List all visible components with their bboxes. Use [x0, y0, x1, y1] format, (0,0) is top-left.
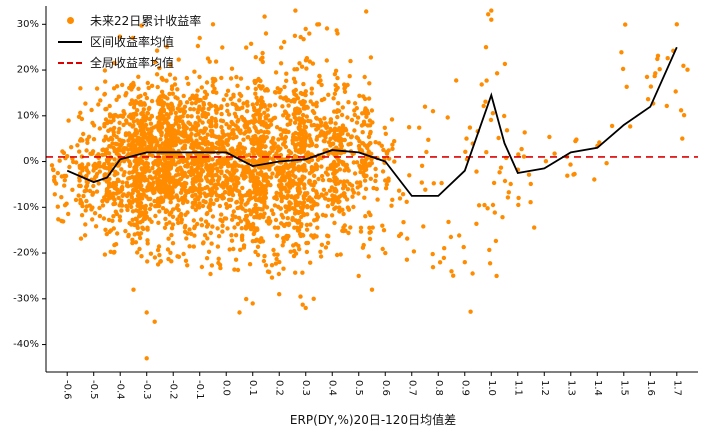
svg-text:10%: 10%	[17, 110, 39, 121]
svg-text:-30%: -30%	[13, 293, 39, 304]
svg-text:0.7: 0.7	[406, 380, 417, 396]
svg-text:-0.4: -0.4	[115, 380, 126, 400]
svg-text:1.3: 1.3	[565, 380, 576, 396]
legend-line-marker-icon	[58, 40, 82, 43]
svg-text:-40%: -40%	[13, 339, 39, 350]
svg-text:0.5: 0.5	[353, 380, 364, 396]
legend-dashed-marker-icon	[58, 61, 82, 64]
svg-text:0%: 0%	[23, 156, 39, 167]
svg-text:0.1: 0.1	[247, 380, 258, 396]
svg-text:0.6: 0.6	[380, 380, 391, 396]
svg-text:20%: 20%	[17, 65, 39, 76]
svg-text:-0.1: -0.1	[194, 380, 205, 400]
svg-text:0.9: 0.9	[459, 380, 470, 396]
svg-text:0.0: 0.0	[221, 380, 232, 396]
svg-text:1.1: 1.1	[512, 380, 523, 396]
legend-item-scatter: 未来22日累计收益率	[58, 12, 201, 29]
legend-item-global-mean: 全局收益率均值	[58, 54, 201, 71]
svg-text:-20%: -20%	[13, 248, 39, 259]
svg-text:1.4: 1.4	[592, 380, 603, 396]
svg-text:1.2: 1.2	[539, 380, 550, 396]
svg-text:-10%: -10%	[13, 202, 39, 213]
x-axis-label: ERP(DY,%)20日-120日均值差	[289, 413, 457, 427]
svg-text:0.8: 0.8	[433, 380, 444, 396]
legend-dot-marker-icon	[58, 17, 82, 24]
svg-text:30%: 30%	[17, 19, 39, 30]
svg-text:-0.3: -0.3	[141, 380, 152, 400]
svg-text:-0.5: -0.5	[88, 380, 99, 400]
svg-text:1.7: 1.7	[671, 380, 682, 396]
svg-text:-0.6: -0.6	[62, 380, 73, 400]
legend-label-mean-line: 区间收益率均值	[90, 35, 175, 49]
svg-text:1.0: 1.0	[486, 380, 497, 396]
legend-label-global-mean: 全局收益率均值	[90, 56, 175, 70]
svg-text:0.2: 0.2	[274, 380, 285, 396]
svg-text:0.4: 0.4	[327, 380, 338, 396]
svg-text:-0.2: -0.2	[168, 380, 179, 400]
svg-text:1.6: 1.6	[645, 380, 656, 396]
svg-text:1.5: 1.5	[618, 380, 629, 396]
legend: 未来22日累计收益率 区间收益率均值 全局收益率均值	[58, 12, 201, 71]
legend-item-mean-line: 区间收益率均值	[58, 33, 201, 50]
legend-label-scatter: 未来22日累计收益率	[90, 14, 202, 28]
svg-text:0.3: 0.3	[300, 380, 311, 396]
